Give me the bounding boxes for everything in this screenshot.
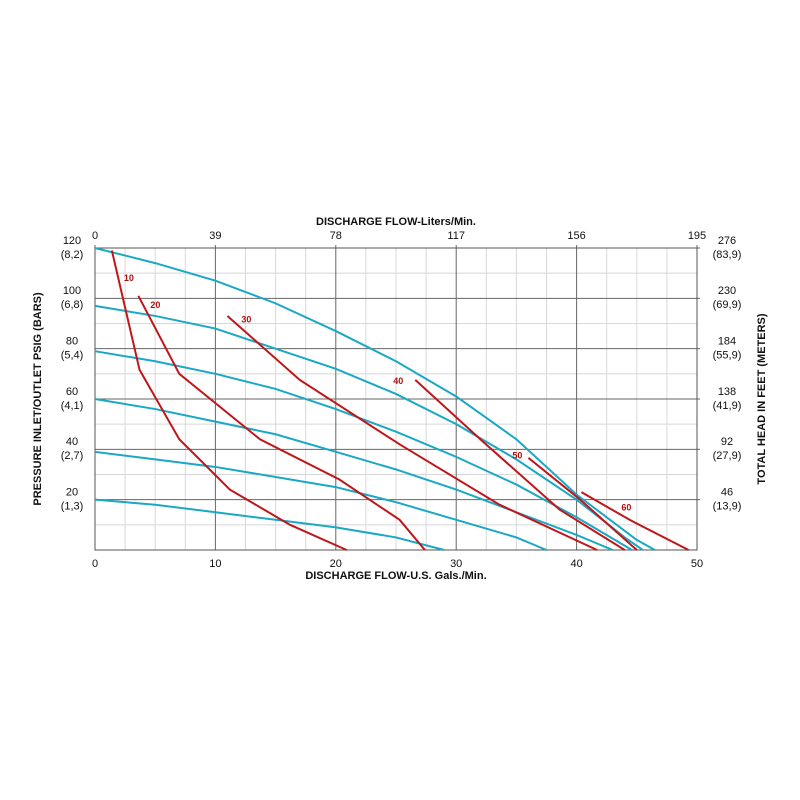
y2-tick-sublabel: (69,9) xyxy=(713,299,742,311)
top-tick-label: 195 xyxy=(688,230,706,242)
y-tick-sublabel: (2,7) xyxy=(61,450,84,462)
curve xyxy=(94,350,633,551)
y-tick-label: 60 xyxy=(66,386,78,398)
y-tick-label: 40 xyxy=(66,436,78,448)
y2-tick-label: 230 xyxy=(718,285,736,297)
x-axis-title: DISCHARGE FLOW-U.S. Gals./Min. xyxy=(305,570,486,582)
y2-tick-label: 276 xyxy=(718,235,736,247)
y2-tick-label: 46 xyxy=(721,487,733,499)
top-tick-label: 0 xyxy=(92,230,98,242)
y2-tick-sublabel: (13,9) xyxy=(713,501,742,513)
y2-tick-sublabel: (27,9) xyxy=(713,450,742,462)
y-tick-sublabel: (6,8) xyxy=(61,299,84,311)
curve-label: 60 xyxy=(621,502,631,512)
curve xyxy=(94,304,644,551)
curve xyxy=(580,491,690,551)
y2-tick-sublabel: (55,9) xyxy=(713,350,742,362)
curve xyxy=(94,450,547,551)
curve xyxy=(110,250,348,551)
y-tick-sublabel: (8,2) xyxy=(61,249,84,261)
top-tick-label: 117 xyxy=(447,230,465,242)
top-axis-title: DISCHARGE FLOW-Liters/Min. xyxy=(316,216,476,228)
x-tick-label: 30 xyxy=(450,558,462,570)
curve-label: 50 xyxy=(512,450,522,460)
top-tick-label: 156 xyxy=(567,230,585,242)
y-tick-label: 80 xyxy=(66,336,78,348)
x-tick-label: 40 xyxy=(570,558,582,570)
y-tick-sublabel: (5,4) xyxy=(61,350,84,362)
top-tick-label: 39 xyxy=(209,230,221,242)
x-tick-label: 10 xyxy=(209,558,221,570)
curve-label: 20 xyxy=(150,300,160,310)
top-tick-label: 78 xyxy=(330,230,342,242)
curve-label: 40 xyxy=(393,376,403,386)
y2-tick-sublabel: (41,9) xyxy=(713,400,742,412)
x-tick-label: 20 xyxy=(330,558,342,570)
x-tick-label: 50 xyxy=(691,558,703,570)
y-tick-sublabel: (4,1) xyxy=(61,400,84,412)
y-tick-label: 100 xyxy=(63,285,81,297)
y-axis-title: PRESSURE INLET/OUTLET PSIG (BARS) xyxy=(32,292,44,506)
y2-tick-sublabel: (83,9) xyxy=(713,249,742,261)
y2-tick-label: 184 xyxy=(718,336,736,348)
curve xyxy=(226,315,598,551)
y-tick-label: 120 xyxy=(63,235,81,247)
curve xyxy=(137,295,426,551)
curve xyxy=(414,379,626,551)
curve-label: 30 xyxy=(241,314,251,324)
y2-axis-title: TOTAL HEAD IN FEET (METERS) xyxy=(756,313,768,484)
y2-tick-label: 92 xyxy=(721,436,733,448)
x-tick-label: 0 xyxy=(92,558,98,570)
curve xyxy=(527,457,638,551)
curve xyxy=(94,498,445,551)
y-tick-label: 20 xyxy=(66,487,78,499)
curve xyxy=(94,398,614,551)
curve xyxy=(94,247,656,551)
y2-tick-label: 138 xyxy=(718,386,736,398)
y-tick-sublabel: (1,3) xyxy=(61,501,84,513)
curve-label: 10 xyxy=(124,273,134,283)
